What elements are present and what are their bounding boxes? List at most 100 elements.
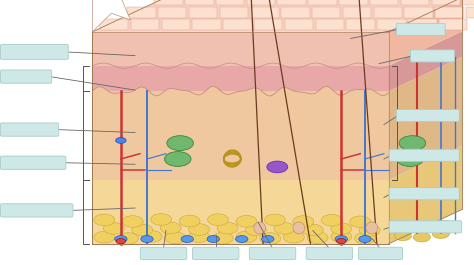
- Polygon shape: [339, 0, 367, 5]
- Circle shape: [293, 216, 314, 227]
- Circle shape: [132, 224, 153, 236]
- Polygon shape: [389, 146, 462, 244]
- Polygon shape: [100, 19, 128, 30]
- Polygon shape: [127, 7, 155, 18]
- Polygon shape: [154, 0, 182, 5]
- Polygon shape: [285, 19, 313, 30]
- Circle shape: [331, 223, 352, 235]
- Ellipse shape: [254, 222, 265, 234]
- Circle shape: [397, 152, 423, 166]
- Polygon shape: [223, 19, 252, 30]
- Polygon shape: [404, 7, 433, 18]
- Circle shape: [283, 231, 304, 243]
- Polygon shape: [466, 7, 474, 18]
- Circle shape: [394, 222, 411, 231]
- Circle shape: [302, 224, 323, 236]
- Polygon shape: [92, 66, 389, 91]
- Circle shape: [359, 236, 371, 242]
- Polygon shape: [131, 19, 159, 30]
- FancyBboxPatch shape: [389, 188, 459, 200]
- Circle shape: [103, 223, 124, 234]
- Circle shape: [160, 222, 181, 234]
- FancyBboxPatch shape: [249, 247, 296, 259]
- Circle shape: [267, 161, 288, 173]
- Polygon shape: [389, 57, 462, 180]
- Ellipse shape: [293, 222, 305, 234]
- Circle shape: [246, 224, 266, 236]
- Polygon shape: [162, 19, 190, 30]
- Polygon shape: [343, 7, 371, 18]
- Polygon shape: [92, 0, 130, 32]
- Polygon shape: [281, 7, 310, 18]
- Circle shape: [164, 152, 191, 166]
- FancyBboxPatch shape: [396, 109, 459, 122]
- Circle shape: [141, 236, 153, 242]
- Circle shape: [413, 232, 430, 242]
- Polygon shape: [370, 0, 398, 5]
- Polygon shape: [219, 7, 248, 18]
- FancyBboxPatch shape: [192, 247, 239, 259]
- Circle shape: [260, 233, 281, 244]
- FancyBboxPatch shape: [0, 70, 52, 83]
- Polygon shape: [246, 0, 275, 5]
- Circle shape: [167, 136, 193, 151]
- Circle shape: [432, 229, 449, 239]
- Circle shape: [207, 236, 219, 242]
- Circle shape: [181, 236, 193, 242]
- Circle shape: [179, 215, 200, 227]
- Circle shape: [122, 216, 143, 227]
- Circle shape: [151, 214, 172, 225]
- Polygon shape: [435, 7, 464, 18]
- Polygon shape: [254, 19, 283, 30]
- Polygon shape: [346, 19, 375, 30]
- Circle shape: [116, 238, 126, 244]
- FancyBboxPatch shape: [0, 156, 66, 169]
- Circle shape: [115, 236, 127, 242]
- Polygon shape: [92, 91, 389, 180]
- Circle shape: [418, 223, 435, 233]
- Polygon shape: [389, 31, 462, 91]
- Circle shape: [189, 231, 210, 242]
- Polygon shape: [92, 180, 389, 244]
- Polygon shape: [389, 0, 462, 66]
- Polygon shape: [250, 7, 279, 18]
- Circle shape: [437, 220, 454, 230]
- Circle shape: [141, 231, 162, 242]
- Polygon shape: [308, 0, 337, 5]
- Circle shape: [399, 136, 426, 151]
- Circle shape: [331, 231, 352, 242]
- Circle shape: [359, 224, 380, 236]
- Polygon shape: [408, 19, 437, 30]
- FancyBboxPatch shape: [140, 247, 187, 259]
- FancyBboxPatch shape: [0, 204, 73, 217]
- Polygon shape: [92, 32, 389, 66]
- Circle shape: [165, 232, 186, 244]
- FancyBboxPatch shape: [410, 50, 455, 62]
- Circle shape: [236, 231, 257, 243]
- FancyBboxPatch shape: [389, 149, 459, 161]
- Circle shape: [337, 238, 346, 244]
- Polygon shape: [374, 7, 402, 18]
- Polygon shape: [185, 0, 213, 5]
- Circle shape: [94, 214, 115, 226]
- Polygon shape: [92, 0, 462, 32]
- FancyBboxPatch shape: [389, 221, 462, 233]
- Circle shape: [212, 232, 233, 244]
- Polygon shape: [216, 0, 244, 5]
- Circle shape: [321, 214, 342, 226]
- Polygon shape: [192, 19, 221, 30]
- Polygon shape: [439, 19, 467, 30]
- Circle shape: [236, 215, 257, 227]
- Circle shape: [350, 216, 371, 228]
- FancyBboxPatch shape: [0, 45, 68, 59]
- Circle shape: [208, 214, 228, 226]
- Circle shape: [335, 236, 347, 242]
- FancyBboxPatch shape: [358, 247, 402, 259]
- Polygon shape: [316, 19, 344, 30]
- Circle shape: [118, 233, 138, 244]
- Circle shape: [394, 231, 411, 241]
- Polygon shape: [462, 0, 474, 5]
- Circle shape: [355, 232, 375, 244]
- Circle shape: [217, 222, 238, 234]
- Circle shape: [116, 138, 126, 143]
